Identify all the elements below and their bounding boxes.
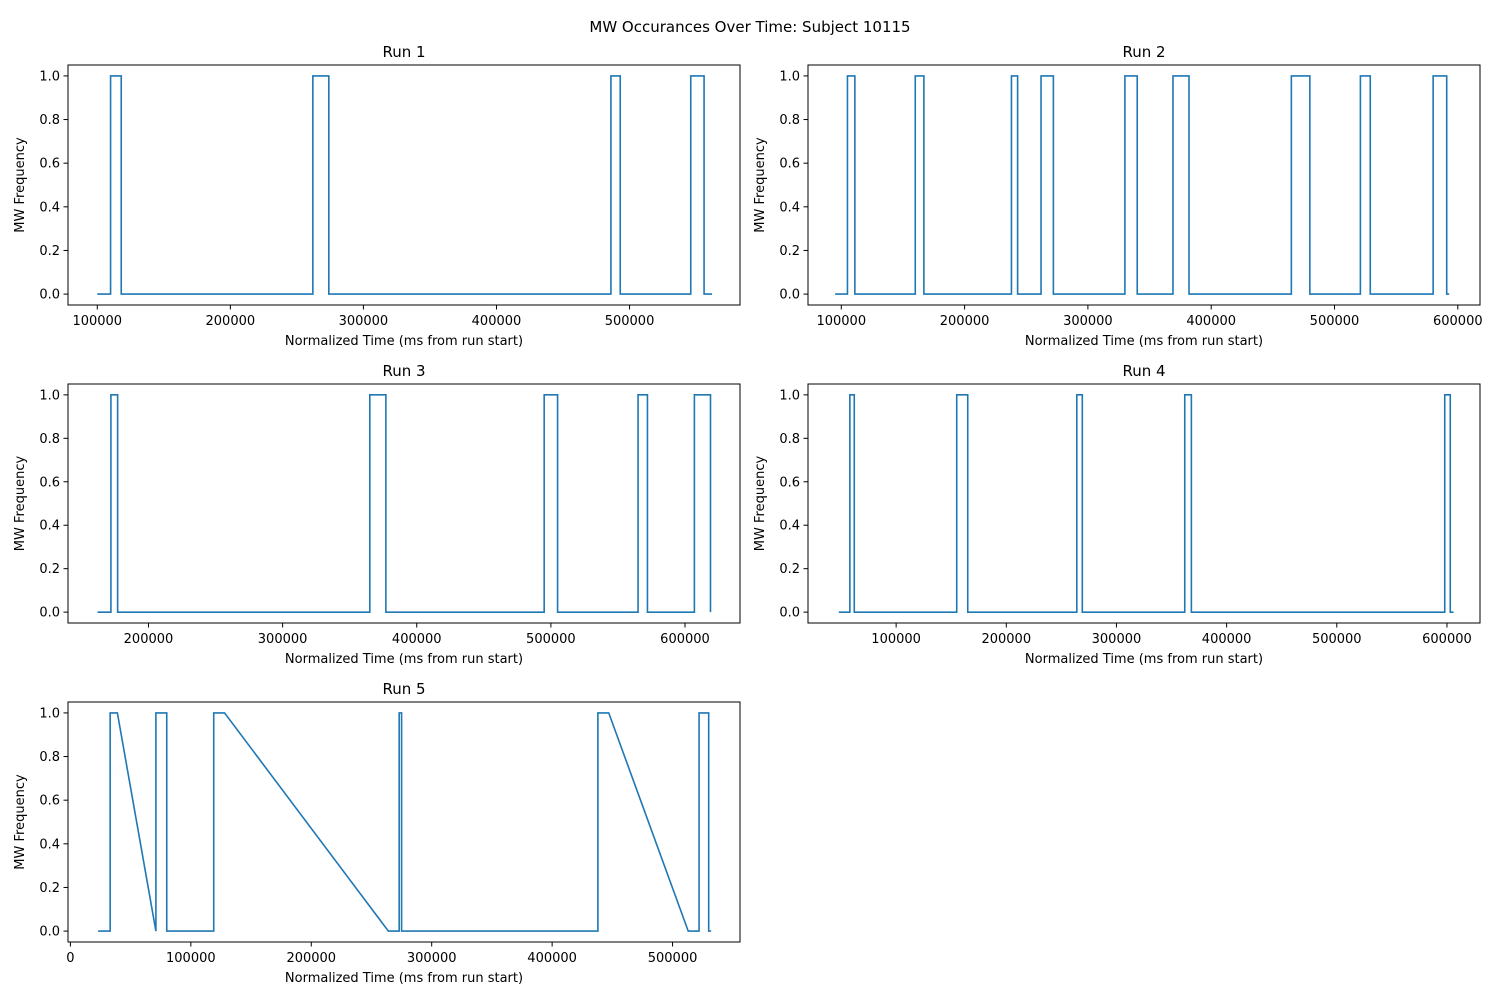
x-tick-label: 300000	[407, 951, 457, 966]
y-tick-label: 1.0	[39, 69, 60, 84]
x-tick-label: 400000	[472, 314, 522, 329]
subplot-run-3: 200000 300000 400000 500000 600000 0.0 0.2 0.4 0…	[13, 362, 741, 667]
y-tick-label: 0.2	[779, 244, 800, 259]
x-tick-label: 500000	[1312, 632, 1362, 647]
plot-frame	[807, 383, 1481, 624]
y-tick-label: 0.8	[779, 432, 800, 447]
x-tick-label: 600000	[660, 632, 710, 647]
x-tick-label: 500000	[605, 314, 655, 329]
subplot-title: Run 2	[1122, 43, 1165, 61]
x-tick-label: 200000	[286, 951, 336, 966]
y-tick-label: 0.8	[779, 113, 800, 128]
y-tick-label: 0.6	[39, 157, 60, 172]
y-tick-label: 1.0	[39, 706, 60, 721]
x-tick-label: 200000	[940, 314, 990, 329]
y-tick-label: 0.6	[779, 475, 800, 490]
x-tick-label: 300000	[1063, 314, 1113, 329]
x-axis-label: Normalized Time (ms from run start)	[285, 971, 523, 986]
plot-frame	[807, 64, 1481, 306]
y-tick-label: 0.2	[39, 244, 60, 259]
plot-frame	[67, 64, 741, 306]
series-line-run-4	[838, 394, 1454, 613]
x-tick-label: 500000	[526, 632, 576, 647]
x-tick-label: 600000	[1422, 632, 1472, 647]
y-tick-label: 0.0	[779, 288, 800, 303]
x-tick-label: 400000	[392, 632, 442, 647]
y-tick-label: 0.0	[39, 288, 60, 303]
x-axis-label: Normalized Time (ms from run start)	[1025, 334, 1263, 349]
subplot-run-4: 100000 200000 300000 400000 500000 600000 0.0 0…	[753, 362, 1481, 667]
y-axis-label: MW Frequency	[753, 137, 768, 233]
figure-title: MW Occurances Over Time: Subject 10115	[589, 18, 910, 36]
y-tick-label: 0.4	[39, 519, 60, 534]
series-line-run-1	[97, 75, 713, 295]
x-axis-label: Normalized Time (ms from run start)	[285, 652, 523, 667]
subplot-title: Run 5	[382, 680, 425, 698]
y-tick-label: 1.0	[779, 69, 800, 84]
plot-frame	[67, 701, 741, 943]
subplot-title: Run 1	[382, 43, 425, 61]
x-tick-label: 100000	[871, 632, 921, 647]
y-tick-label: 0.0	[779, 606, 800, 621]
x-tick-label: 300000	[339, 314, 389, 329]
x-tick-label: 500000	[1310, 314, 1360, 329]
x-tick-label: 400000	[1186, 314, 1236, 329]
subplot-run-2: 100000 200000 300000 400000 500000 600000 0.0 0…	[753, 43, 1483, 349]
x-tick-label: 200000	[981, 632, 1031, 647]
y-tick-label: 0.2	[779, 562, 800, 577]
x-tick-label: 500000	[648, 951, 698, 966]
x-tick-label: 400000	[1202, 632, 1252, 647]
x-tick-label: 400000	[527, 951, 577, 966]
series-line-run-3	[97, 394, 712, 613]
x-axis-label: Normalized Time (ms from run start)	[1025, 652, 1263, 667]
y-tick-label: 0.6	[39, 475, 60, 490]
y-tick-label: 0.4	[39, 200, 60, 215]
y-tick-label: 1.0	[779, 388, 800, 403]
y-tick-label: 0.4	[779, 519, 800, 534]
x-tick-label: 100000	[816, 314, 866, 329]
series-line-run-5	[98, 712, 712, 932]
y-tick-label: 0.4	[779, 200, 800, 215]
x-tick-label: 0	[66, 951, 74, 966]
x-tick-label: 200000	[206, 314, 256, 329]
y-axis-label: MW Frequency	[13, 456, 28, 552]
y-tick-label: 0.8	[39, 432, 60, 447]
subplot-run-5: 0 100000 200000 300000 400000 500000 0.0 0.2 0.4…	[13, 680, 741, 986]
x-tick-label: 200000	[124, 632, 174, 647]
x-tick-label: 100000	[166, 951, 216, 966]
x-tick-label: 100000	[72, 314, 122, 329]
series-line-run-2	[835, 75, 1450, 295]
subplot-run-1: 100000 200000 300000 400000 500000 0.0 0.2 0.4 0…	[13, 43, 741, 349]
y-tick-label: 0.2	[39, 881, 60, 896]
x-axis-label: Normalized Time (ms from run start)	[285, 334, 523, 349]
y-tick-label: 0.2	[39, 562, 60, 577]
subplot-title: Run 3	[382, 362, 425, 380]
y-tick-label: 0.4	[39, 837, 60, 852]
y-axis-label: MW Frequency	[753, 456, 768, 552]
x-tick-label: 600000	[1433, 314, 1483, 329]
plot-frame	[67, 383, 741, 624]
y-axis-label: MW Frequency	[13, 137, 28, 233]
x-tick-label: 300000	[1092, 632, 1142, 647]
y-tick-label: 0.0	[39, 606, 60, 621]
y-tick-label: 1.0	[39, 388, 60, 403]
subplot-grid: 100000 200000 300000 400000 5000000.00.20.40…	[13, 43, 1483, 986]
y-tick-label: 0.8	[39, 750, 60, 765]
y-tick-label: 0.0	[39, 925, 60, 940]
y-tick-label: 0.8	[39, 113, 60, 128]
y-axis-label: MW Frequency	[13, 774, 28, 870]
x-tick-label: 300000	[258, 632, 308, 647]
y-tick-label: 0.6	[779, 157, 800, 172]
subplot-title: Run 4	[1122, 362, 1165, 380]
y-tick-label: 0.6	[39, 794, 60, 809]
